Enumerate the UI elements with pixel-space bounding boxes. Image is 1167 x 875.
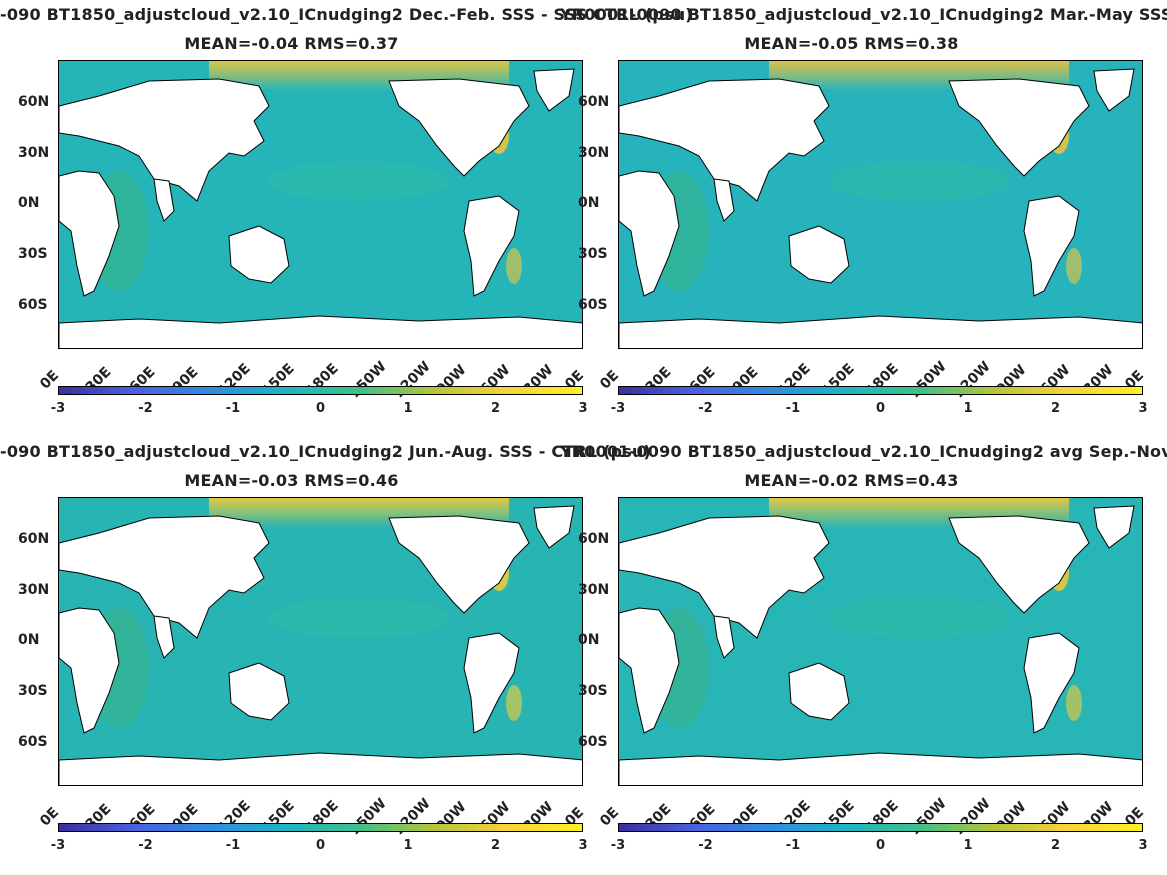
colorbar-tick-label: -2 xyxy=(698,838,713,853)
map-panel-2: YR0001-0090 BT1850_adjustcloud_v2.10_ICn… xyxy=(560,0,1167,437)
y-tick-label: 30S xyxy=(18,683,48,699)
panel-title: -090 BT1850_adjustcloud_v2.10_ICnudging2… xyxy=(0,5,693,24)
colorbar-tick-label: -2 xyxy=(138,838,153,853)
x-tick-label: 150W xyxy=(347,795,391,839)
x-tick-label: 120W xyxy=(390,795,434,839)
world-map xyxy=(618,497,1143,786)
panel-stats: MEAN=-0.03 RMS=0.46 xyxy=(184,471,399,490)
map-panel-4: YR0001-0090 BT1850_adjustcloud_v2.10_ICn… xyxy=(560,437,1167,874)
colorbar-tick-label: 2 xyxy=(490,401,501,416)
colorbar-tick-label: 0 xyxy=(875,838,886,853)
colorbar-tick-label: 1 xyxy=(963,401,973,416)
y-tick-label: 60N xyxy=(18,94,50,110)
y-tick-label: 0N xyxy=(18,632,40,648)
y-tick-label: 30N xyxy=(18,582,50,598)
y-tick-label: 30N xyxy=(18,145,50,161)
y-tick-label: 0N xyxy=(578,632,600,648)
panel-title: YR0001-0090 BT1850_adjustcloud_v2.10_ICn… xyxy=(560,442,1167,461)
colorbar-tick-label: -1 xyxy=(225,401,241,416)
colorbar-tick-label: 2 xyxy=(1050,838,1061,853)
colorbar xyxy=(618,386,1143,395)
x-tick-label: 150W xyxy=(347,358,391,402)
y-tick-label: 30N xyxy=(578,145,610,161)
colorbar-tick-label: -1 xyxy=(785,838,801,853)
x-tick-label: 120W xyxy=(950,795,994,839)
y-tick-label: 60S xyxy=(18,734,48,750)
colorbar-tick-label: 0 xyxy=(315,401,326,416)
x-tick-label: 120W xyxy=(950,358,994,402)
colorbar-tick-label: 0 xyxy=(315,838,326,853)
colorbar-tick-label: 1 xyxy=(403,401,413,416)
colorbar-tick-label: -3 xyxy=(610,838,626,853)
colorbar-tick-label: -3 xyxy=(610,401,626,416)
colorbar-tick-label: -1 xyxy=(225,838,241,853)
world-map xyxy=(58,60,583,349)
colorbar-tick-label: 3 xyxy=(1138,838,1148,853)
panel-stats: MEAN=-0.02 RMS=0.43 xyxy=(744,471,959,490)
colorbar-tick-label: 2 xyxy=(1050,401,1061,416)
y-tick-label: 30S xyxy=(18,246,48,262)
panel-title: YR0001-0090 BT1850_adjustcloud_v2.10_ICn… xyxy=(560,5,1167,24)
panel-stats: MEAN=-0.04 RMS=0.37 xyxy=(184,34,399,53)
x-tick-label: 120W xyxy=(390,358,434,402)
colorbar-tick-label: 0 xyxy=(875,401,886,416)
panel-stats: MEAN=-0.05 RMS=0.38 xyxy=(744,34,959,53)
colorbar xyxy=(58,386,583,395)
map-panel-1: -090 BT1850_adjustcloud_v2.10_ICnudging2… xyxy=(0,0,693,437)
y-tick-label: 30S xyxy=(578,246,608,262)
y-tick-label: 60N xyxy=(18,531,50,547)
map-panel-3: -090 BT1850_adjustcloud_v2.10_ICnudging2… xyxy=(0,437,652,874)
colorbar xyxy=(618,823,1143,832)
y-tick-label: 30N xyxy=(578,582,610,598)
y-tick-label: 60S xyxy=(18,297,48,313)
colorbar-tick-label: 2 xyxy=(490,838,501,853)
y-tick-label: 0N xyxy=(18,195,40,211)
colorbar-tick-label: -2 xyxy=(138,401,153,416)
colorbar-tick-label: 3 xyxy=(578,401,588,416)
world-map xyxy=(618,60,1143,349)
y-tick-label: 30S xyxy=(578,683,608,699)
y-tick-label: 60N xyxy=(578,531,610,547)
colorbar-tick-label: 3 xyxy=(578,838,588,853)
colorbar xyxy=(58,823,583,832)
colorbar-tick-label: -3 xyxy=(50,401,66,416)
x-tick-label: 150W xyxy=(907,358,951,402)
colorbar-tick-label: 3 xyxy=(1138,401,1148,416)
y-tick-label: 0N xyxy=(578,195,600,211)
colorbar-tick-label: -1 xyxy=(785,401,801,416)
colorbar-tick-label: 1 xyxy=(963,838,973,853)
y-tick-label: 60N xyxy=(578,94,610,110)
colorbar-tick-label: -2 xyxy=(698,401,713,416)
colorbar-tick-label: -3 xyxy=(50,838,66,853)
y-tick-label: 60S xyxy=(578,734,608,750)
panel-title: -090 BT1850_adjustcloud_v2.10_ICnudging2… xyxy=(0,442,652,461)
y-tick-label: 60S xyxy=(578,297,608,313)
x-tick-label: 150W xyxy=(907,795,951,839)
colorbar-tick-label: 1 xyxy=(403,838,413,853)
world-map xyxy=(58,497,583,786)
